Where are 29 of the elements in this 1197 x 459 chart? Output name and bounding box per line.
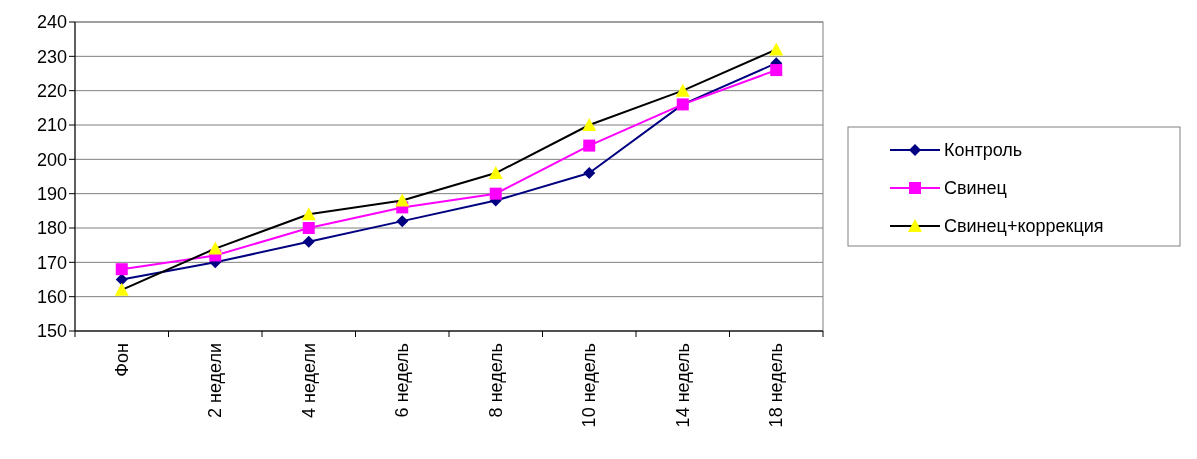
x-tick-label: Фон [111,343,132,377]
x-tick-label: 4 недели [298,343,319,419]
point [115,263,128,276]
point [489,187,502,200]
legend-label: Свинец+коррекция [944,216,1104,237]
y-tick-label: 200 [36,149,67,170]
point [770,64,783,77]
x-tick-label: 8 недель [485,343,506,418]
y-tick-label: 190 [36,183,67,204]
y-tick-label: 150 [36,321,67,342]
x-tick-label: 6 недель [392,343,413,418]
point [302,235,315,248]
y-tick-label: 240 [36,12,67,33]
point [396,215,409,228]
legend-label: Контроль [944,140,1023,161]
y-tick-label: 160 [36,286,67,307]
y-tick-label: 170 [36,252,67,273]
point [302,222,315,234]
legend-label: Свинец [944,178,1007,199]
x-tick-label: 18 недель [766,343,787,428]
x-tick-label: 2 недели [205,343,226,419]
point [583,167,596,180]
y-tick-label: 180 [36,218,67,239]
y-tick-label: 230 [36,46,67,67]
x-tick-label: 10 недель [579,343,600,428]
x-tick-label: 14 недель [672,343,693,428]
point [583,139,596,152]
y-tick-label: 210 [36,115,67,136]
y-tick-label: 220 [36,80,67,101]
